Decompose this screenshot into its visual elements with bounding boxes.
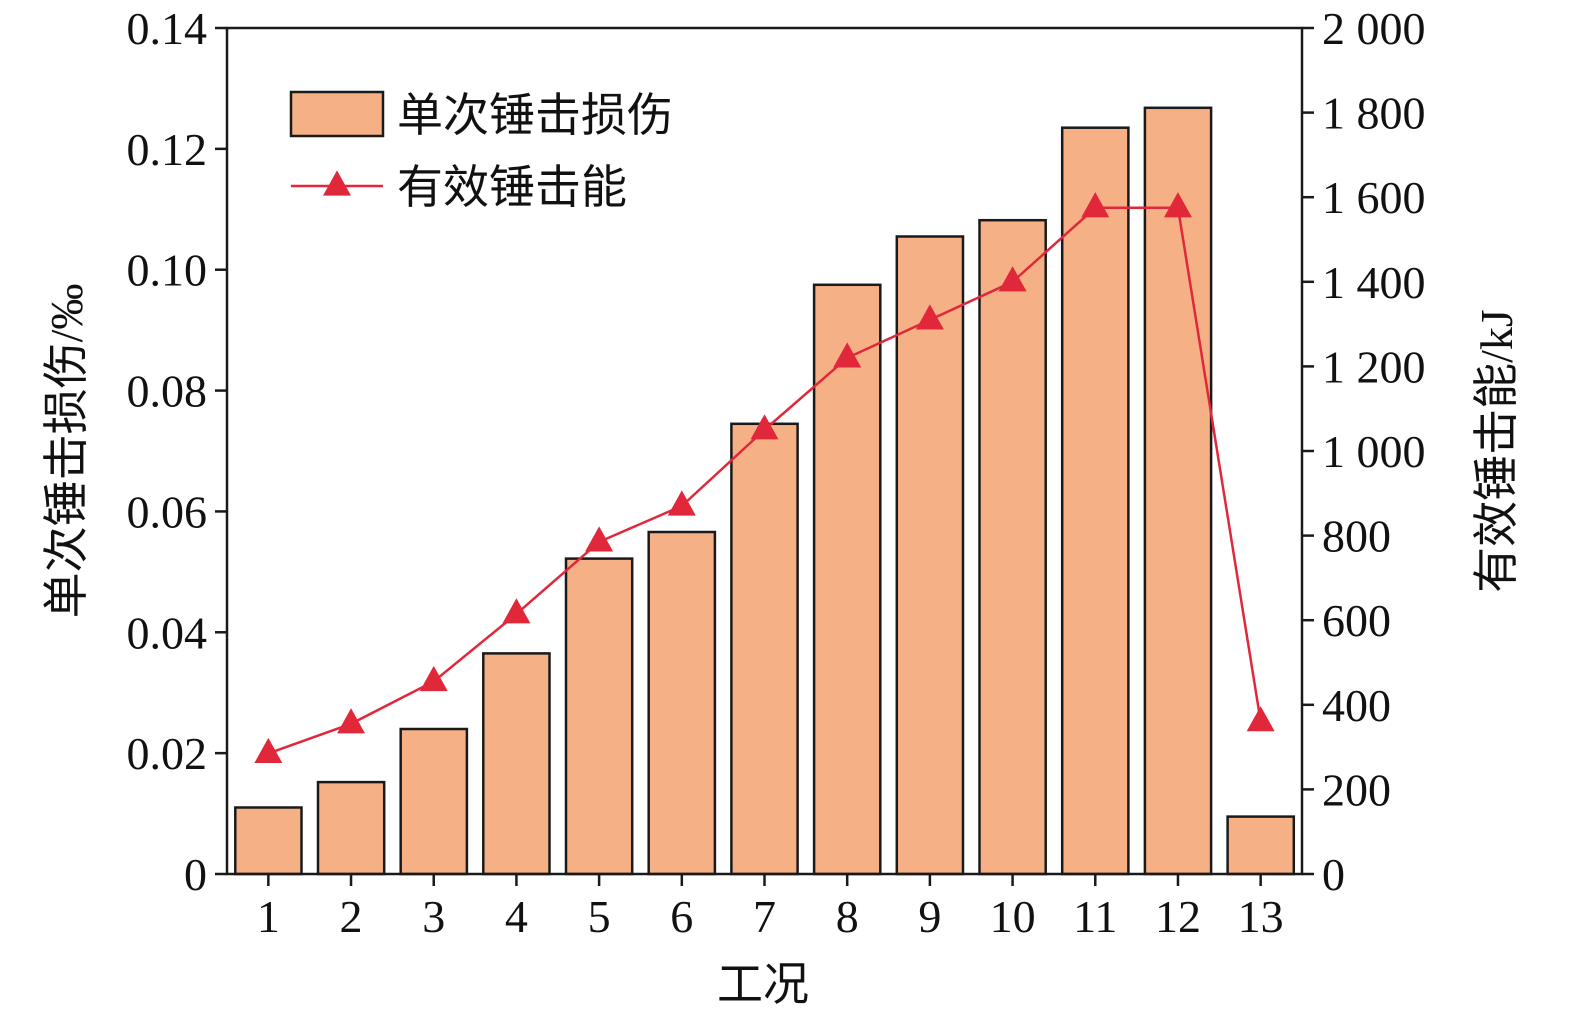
legend: 单次锤击损伤 有效锤击能	[289, 90, 673, 213]
bar-10	[978, 218, 1047, 876]
y-left-tick-label: 0	[184, 849, 207, 900]
energy-point-7	[750, 414, 779, 440]
x-tick-label-9: 9	[918, 891, 941, 942]
y-right-tick-label: 400	[1322, 680, 1391, 731]
x-tick-label-2: 2	[340, 891, 363, 942]
legend-line-marker	[323, 170, 351, 196]
y-left-tick-label: 0.02	[127, 728, 208, 779]
legend-bar-swatch	[289, 90, 385, 138]
bar-7	[730, 422, 799, 876]
y-right-tick-label: 1 800	[1322, 88, 1426, 139]
energy-point-3	[419, 665, 448, 692]
bar-9	[895, 235, 965, 876]
bar-1	[234, 806, 303, 876]
bar-3	[399, 727, 469, 876]
y-left-tick-label: 0.12	[127, 124, 208, 175]
x-tick-label-6: 6	[670, 891, 693, 942]
y-left-tick-label: 0.04	[127, 607, 208, 658]
bar-6	[647, 530, 717, 876]
bar-4	[482, 652, 551, 876]
bar-8	[812, 283, 882, 876]
y-right-tick-label: 1 400	[1322, 257, 1426, 308]
y-right-tick-label: 1 200	[1322, 341, 1426, 392]
energy-point-2	[337, 708, 366, 734]
y-left-tick-label: 0.14	[127, 3, 208, 54]
x-tick-label-5: 5	[588, 891, 611, 942]
y-left-tick-label: 0.08	[127, 366, 208, 417]
bar-11	[1060, 126, 1130, 876]
legend-line-label: 有效锤击能	[397, 162, 627, 213]
legend-bar-label: 单次锤击损伤	[397, 90, 673, 141]
y-axis-label-left: 单次锤击损伤/‰	[41, 284, 92, 619]
y-right-tick-label: 200	[1322, 764, 1391, 815]
x-tick-label-3: 3	[422, 891, 445, 942]
x-tick-label-13: 13	[1238, 891, 1284, 942]
energy-point-5	[585, 526, 614, 552]
bar-2	[316, 780, 386, 876]
x-axis-label: 工况	[717, 959, 809, 1010]
bar-5	[564, 557, 634, 876]
line-layer	[254, 192, 1275, 764]
energy-point-9	[915, 304, 944, 330]
energy-point-4	[502, 598, 531, 624]
x-tick-label-10: 10	[990, 891, 1036, 942]
y-right-tick-label: 800	[1322, 511, 1391, 562]
x-tick-label-8: 8	[836, 891, 859, 942]
y-right-tick-label: 0	[1322, 849, 1345, 900]
y-left-tick-label: 0.06	[127, 486, 208, 537]
bar-12	[1143, 106, 1213, 876]
energy-point-1	[254, 737, 283, 764]
x-tick-label-11: 11	[1073, 891, 1117, 942]
energy-point-8	[833, 342, 862, 368]
energy-point-12	[1163, 192, 1192, 218]
x-tick-label-7: 7	[753, 891, 776, 942]
ticks-layer: 1 2 3 4 5 6 7 8 9 10 11 12 1300.020.040.060.080.100.…	[127, 3, 1426, 942]
y-right-tick-label: 1 600	[1322, 172, 1426, 223]
x-tick-label-12: 12	[1155, 891, 1201, 942]
energy-point-10	[998, 266, 1027, 292]
energy-point-6	[667, 490, 696, 516]
y-axis-label-right: 有效锤击能/kJ	[1471, 309, 1522, 593]
energy-point-13	[1246, 706, 1275, 732]
x-tick-label-4: 4	[505, 891, 528, 942]
energy-point-11	[1081, 192, 1110, 218]
bars-layer	[234, 106, 1296, 876]
y-left-tick-label: 0.10	[127, 245, 208, 296]
bar-13	[1226, 815, 1296, 876]
y-right-tick-label: 2 000	[1322, 3, 1426, 54]
x-tick-label-1: 1	[257, 891, 280, 942]
y-right-tick-label: 1 000	[1322, 426, 1426, 477]
y-right-tick-label: 600	[1322, 595, 1391, 646]
